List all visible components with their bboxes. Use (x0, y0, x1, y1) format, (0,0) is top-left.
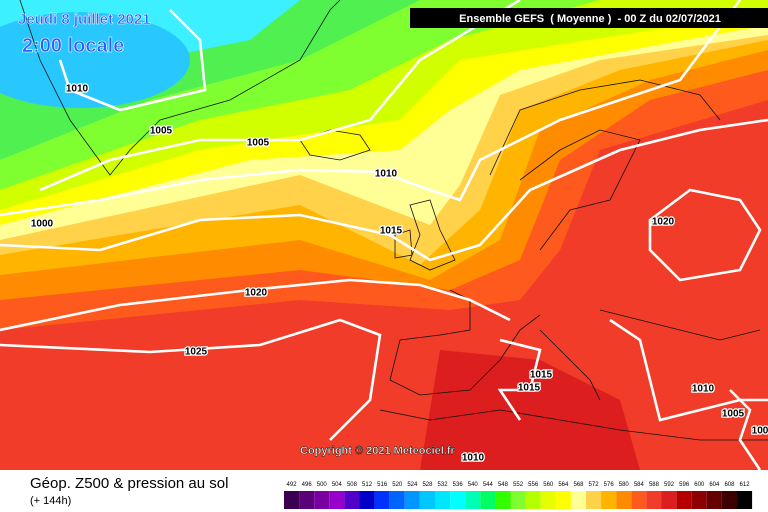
scale-label: 584 (634, 482, 645, 488)
scale-swatch (359, 491, 375, 509)
scale-swatch (691, 491, 707, 509)
scale-swatch (480, 491, 496, 509)
scale-swatch (540, 491, 556, 509)
isobar-label: 100 (752, 426, 768, 437)
scale-swatch (329, 491, 345, 509)
scale-swatch (721, 491, 737, 509)
isobar-label: 1000 (31, 219, 54, 230)
scale-swatch (706, 491, 722, 509)
scale-label: 532 (438, 482, 449, 488)
field-band (0, 12, 190, 108)
scale-swatch (737, 491, 753, 509)
isobars (0, 0, 768, 441)
scale-swatch (525, 491, 541, 509)
scale-label: 500 (317, 482, 328, 488)
scale-label: 608 (724, 482, 735, 488)
scale-swatch (676, 491, 692, 509)
isobar-label: 1015 (518, 383, 541, 394)
scale-label: 544 (483, 482, 494, 488)
scale-label: 592 (664, 482, 675, 488)
isobar-label: 1005 (247, 138, 270, 149)
scale-label: 548 (498, 482, 509, 488)
local-time: 2:00 locale (22, 35, 124, 57)
scale-swatch (284, 491, 300, 509)
scale-label: 576 (604, 482, 615, 488)
scale-swatch (435, 491, 451, 509)
copyright: Copyright © 2021 Meteociel.fr (300, 445, 456, 457)
isobar-label: 1015 (530, 370, 553, 381)
scale-swatch (299, 491, 315, 509)
scale-label: 568 (573, 482, 584, 488)
scale-label: 580 (619, 482, 630, 488)
scale-swatch (586, 491, 602, 509)
isobar-label: 1010 (462, 453, 485, 464)
scale-swatch (601, 491, 617, 509)
scale-label: 588 (649, 482, 660, 488)
scale-label: 556 (528, 482, 539, 488)
scale-swatch (510, 491, 526, 509)
isobar-label: 1010 (375, 169, 398, 180)
scale-label: 572 (589, 482, 600, 488)
scale-label: 600 (694, 482, 705, 488)
scale-swatch (450, 491, 466, 509)
scale-swatch (389, 491, 405, 509)
isobar-label: 1005 (150, 126, 173, 137)
scale-label: 604 (709, 482, 720, 488)
scale-swatch (314, 491, 330, 509)
isobar-label: 1020 (245, 288, 268, 299)
scale-swatch (616, 491, 632, 509)
isobar-label: 1010 (692, 384, 715, 395)
scale-swatch (646, 491, 662, 509)
coastlines (19, 0, 768, 441)
scale-label: 496 (302, 482, 313, 488)
field-band (420, 350, 640, 470)
scale-label: 536 (453, 482, 464, 488)
scale-label: 512 (362, 482, 373, 488)
scale-label: 552 (513, 482, 524, 488)
scale-swatch (344, 491, 360, 509)
scale-swatch (555, 491, 571, 509)
scale-label: 560 (543, 482, 554, 488)
scale-swatch (404, 491, 420, 509)
scale-swatch (661, 491, 677, 509)
scale-label: 508 (347, 482, 358, 488)
isobar-label: 1015 (380, 226, 403, 237)
isobar-label: 1025 (185, 347, 208, 358)
scale-swatch (495, 491, 511, 509)
scale-label: 540 (468, 482, 479, 488)
date: Jeudi 8 juillet 2021 (18, 11, 151, 28)
scale-label: 612 (740, 482, 751, 488)
scale-label: 516 (377, 482, 388, 488)
lead-time: (+ 144h) (30, 495, 71, 507)
scale-swatch (465, 491, 481, 509)
scale-label: 524 (407, 482, 418, 488)
scale-label: 492 (287, 482, 298, 488)
isobar-label: 1020 (652, 217, 675, 228)
run-info: Ensemble GEFS ( Moyenne ) - 00 Z du 02/0… (459, 13, 721, 25)
scale-label: 520 (392, 482, 403, 488)
scale-swatch (631, 491, 647, 509)
scale-label: 504 (332, 482, 343, 488)
isobar-label: 1005 (722, 409, 745, 420)
isobar-label: 1010 (66, 84, 89, 95)
scale-label: 528 (422, 482, 433, 488)
scale-label: 564 (558, 482, 569, 488)
scale-swatch (419, 491, 435, 509)
isobar-labels: 1010 1005 1005 1010 1000 1015 1020 1020 … (30, 82, 768, 465)
scale-swatch (374, 491, 390, 509)
color-scale: 492 496 500 504 508 512 516 520 524 528 532 536 540 5… (284, 482, 753, 509)
legend-title: Géop. Z500 & pression au sol (30, 475, 228, 492)
scale-swatch (570, 491, 586, 509)
run-banner (410, 8, 768, 28)
scale-label: 596 (679, 482, 690, 488)
